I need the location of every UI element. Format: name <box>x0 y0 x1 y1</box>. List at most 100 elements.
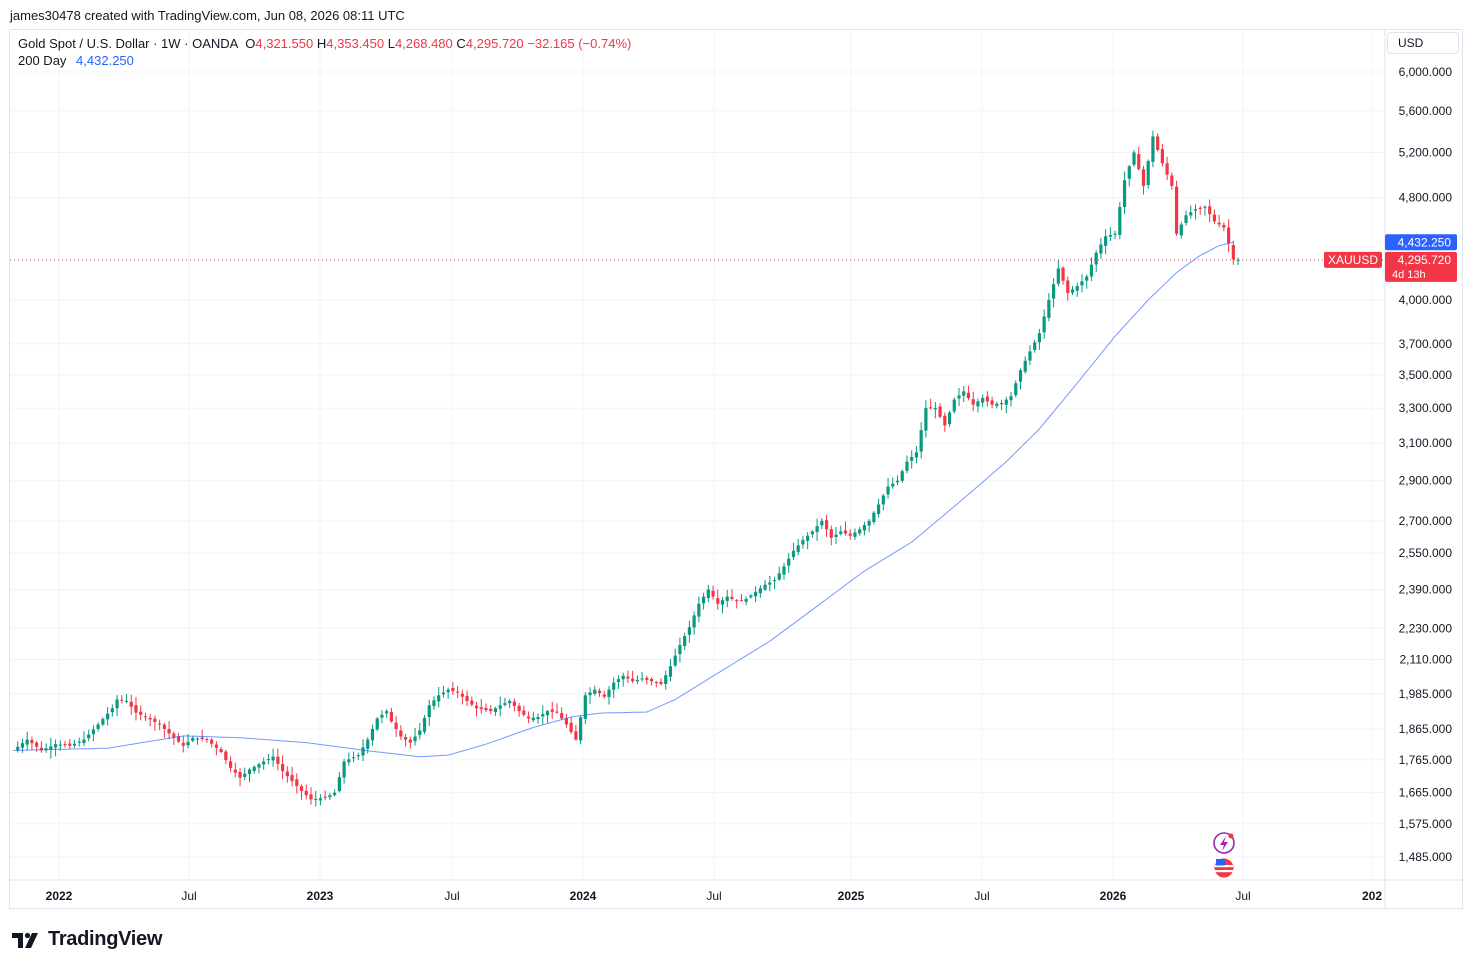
candle <box>1004 396 1008 414</box>
candle <box>124 694 129 704</box>
price-tick-label: 3,700.000 <box>1399 337 1453 351</box>
candle <box>451 682 455 695</box>
price-tick-label: 1,765.000 <box>1399 753 1453 767</box>
candle-body <box>285 771 289 777</box>
candle <box>635 675 639 685</box>
candle-body <box>370 729 375 741</box>
candle-body <box>351 757 356 759</box>
candle-body <box>962 391 966 396</box>
candle <box>569 717 573 735</box>
time-tick-label: 2022 <box>46 889 73 903</box>
candle <box>1023 356 1027 374</box>
candle-body <box>635 679 639 682</box>
candle <box>498 696 502 717</box>
candle <box>1141 165 1146 195</box>
candle-body <box>597 690 602 694</box>
candle <box>432 696 436 710</box>
symbol-description[interactable]: Gold Spot / U.S. Dollar · 1W · OANDA <box>18 36 238 51</box>
candle-body <box>843 530 848 534</box>
candle <box>44 743 48 753</box>
candle <box>735 598 739 609</box>
candle <box>668 658 673 682</box>
candle-body <box>508 700 512 704</box>
candle-body <box>1156 136 1160 150</box>
candle <box>839 525 843 536</box>
lightning-event-icon[interactable] <box>1213 832 1235 854</box>
candle-body <box>347 759 351 763</box>
candle <box>829 525 833 546</box>
candle <box>1061 266 1065 285</box>
candle <box>1122 171 1127 214</box>
candle <box>351 751 356 763</box>
candle <box>602 690 606 699</box>
candle-body <box>1099 244 1103 254</box>
candle-body <box>1217 222 1221 225</box>
candle-body <box>181 742 185 746</box>
candle-body <box>1174 186 1179 234</box>
candle <box>219 746 223 754</box>
candle-body <box>16 746 20 751</box>
candle <box>252 765 256 774</box>
candle-body <box>271 756 275 761</box>
candle-body <box>796 545 800 552</box>
currency-selector[interactable]: USD <box>1387 32 1459 54</box>
candle-body <box>276 756 280 764</box>
change-value: −32.165 (−0.74%) <box>527 36 632 51</box>
candle-body <box>228 761 233 768</box>
candle <box>739 593 744 602</box>
open-label: O <box>245 36 256 51</box>
candle <box>172 731 176 745</box>
candle-body <box>446 689 450 693</box>
candle <box>106 707 110 726</box>
candle-body <box>1018 370 1023 382</box>
time-tick-label: 2023 <box>307 889 334 903</box>
candle-body <box>1094 252 1098 265</box>
candle <box>243 767 247 781</box>
ma-200-line <box>12 241 1234 758</box>
candle <box>389 707 393 723</box>
time-tick-label: 202 <box>1362 889 1382 903</box>
open-value: 4,321.550 <box>255 36 314 51</box>
candle <box>356 752 360 760</box>
time-tick-label: Jul <box>974 889 989 903</box>
candle-body <box>791 550 796 558</box>
candle-body <box>541 714 545 717</box>
candle <box>612 677 616 698</box>
candle <box>985 391 989 407</box>
candle <box>730 589 734 601</box>
time-tick-label: Jul <box>181 889 196 903</box>
candle <box>247 767 252 783</box>
candle-body <box>739 600 744 602</box>
candle-body <box>858 529 862 534</box>
candle-body <box>626 676 630 679</box>
low-label: L <box>387 36 395 51</box>
candle-body <box>881 495 885 505</box>
candle-body <box>361 747 365 756</box>
candle <box>139 705 143 721</box>
candle <box>872 511 876 525</box>
candle <box>1056 260 1060 287</box>
candle <box>1042 309 1046 339</box>
candle-body <box>143 716 148 718</box>
candle-body <box>631 678 635 682</box>
candle <box>224 749 228 765</box>
candle <box>900 469 904 483</box>
candle <box>1089 257 1094 281</box>
candle <box>810 530 814 538</box>
candle <box>526 711 531 724</box>
candle-body <box>148 717 152 720</box>
candle <box>725 589 729 608</box>
candle <box>843 521 848 536</box>
candle-body <box>299 786 304 791</box>
candle-body <box>829 529 833 538</box>
tradingview-brand[interactable]: TradingView <box>12 928 162 951</box>
tradingview-wordmark: TradingView <box>48 928 163 950</box>
candle-body <box>914 452 919 458</box>
ma-label[interactable]: 200 Day <box>18 53 67 68</box>
us-flag-icon[interactable] <box>1213 857 1235 879</box>
candle <box>1179 221 1183 239</box>
candle <box>976 398 980 413</box>
candle <box>1198 205 1202 215</box>
candle-body <box>465 695 469 701</box>
